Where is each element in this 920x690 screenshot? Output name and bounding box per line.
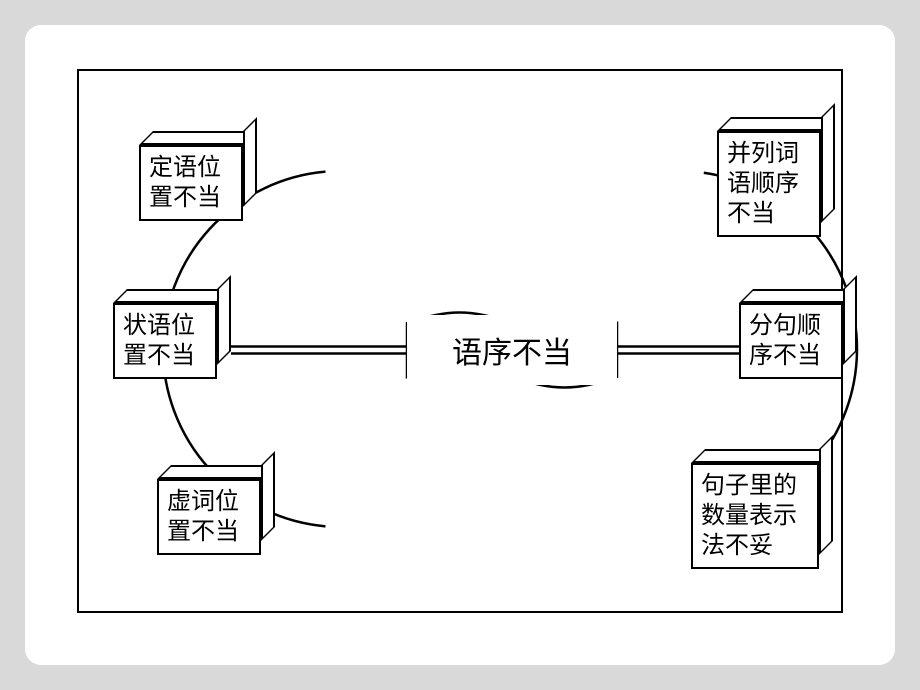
node-mid-left: 状语位置不当 — [113, 303, 217, 379]
node-bot-right: 句子里的数量表示法不妥 — [691, 463, 819, 569]
node-mid-right-label: 分句顺序不当 — [739, 303, 843, 379]
node-bot-left: 虚词位置不当 — [157, 479, 261, 555]
node-top-right-label: 并列词语顺序不当 — [717, 131, 821, 237]
center-label: 语序不当 — [407, 315, 617, 385]
node-mid-right: 分句顺序不当 — [739, 303, 843, 379]
node-top-right: 并列词语顺序不当 — [717, 131, 821, 237]
diagram-stage: 语序不当 定语位置不当 状语位置不当 虚词位置不当 并列词语顺序不当 分句 — [79, 71, 841, 611]
node-bot-left-label: 虚词位置不当 — [157, 479, 261, 555]
node-top-left: 定语位置不当 — [139, 145, 243, 221]
node-mid-left-label: 状语位置不当 — [113, 303, 217, 379]
node-top-left-label: 定语位置不当 — [139, 145, 243, 221]
card: 语序不当 定语位置不当 状语位置不当 虚词位置不当 并列词语顺序不当 分句 — [25, 25, 895, 665]
center-text: 语序不当 — [452, 328, 572, 372]
outer-frame: 语序不当 定语位置不当 状语位置不当 虚词位置不当 并列词语顺序不当 分句 — [77, 69, 843, 613]
node-bot-right-label: 句子里的数量表示法不妥 — [691, 463, 819, 569]
